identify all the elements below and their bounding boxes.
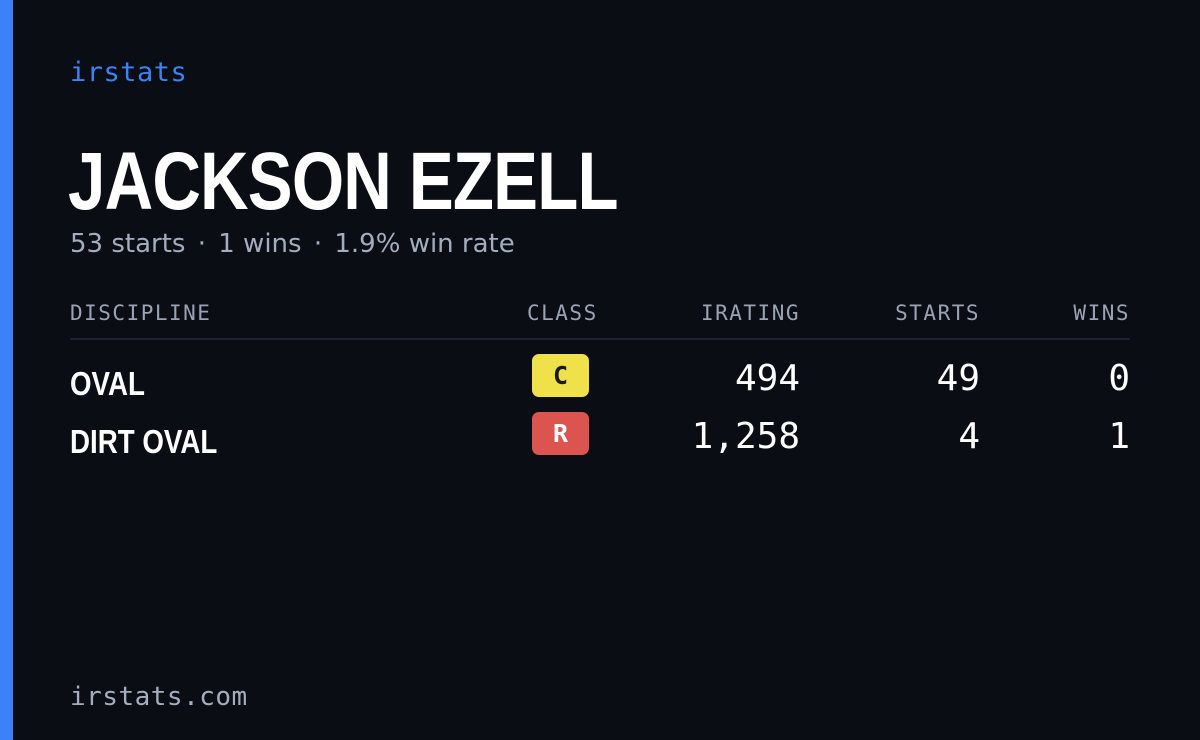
starts-value: 49	[936, 358, 980, 399]
summary-separator: ·	[197, 229, 206, 259]
player-summary: 53 starts · 1 wins · 1.9% win rate	[70, 226, 515, 262]
brand-logo: irstats	[70, 57, 188, 88]
stats-table-header: DISCIPLINE CLASS IRATING STARTS WINS	[70, 298, 1130, 340]
summary-win-rate: 1.9% win rate	[334, 229, 515, 259]
wins-value: 1	[1108, 416, 1130, 457]
header-discipline: DISCIPLINE	[70, 301, 212, 325]
wins-value: 0	[1108, 358, 1130, 399]
class-badge: C	[532, 354, 589, 397]
irating-value: 494	[734, 358, 800, 399]
header-starts: STARTS	[895, 301, 980, 325]
discipline-name: OVAL	[70, 365, 145, 402]
accent-bar	[0, 0, 13, 740]
discipline-name: DIRT OVAL	[70, 423, 218, 460]
table-row: DIRT OVAL R 1,258 4 1	[70, 408, 1130, 464]
irating-value: 1,258	[691, 416, 800, 457]
class-badge: R	[532, 412, 589, 455]
summary-starts: 53 starts	[70, 229, 186, 259]
header-class: CLASS	[527, 301, 598, 325]
starts-value: 4	[958, 416, 980, 457]
player-name: JACKSON EZELL	[68, 136, 619, 227]
summary-wins: 1 wins	[218, 229, 302, 259]
footer-url: irstats.com	[70, 682, 248, 712]
header-irating: IRATING	[700, 301, 800, 325]
summary-separator: ·	[313, 229, 323, 259]
header-wins: WINS	[1073, 301, 1130, 325]
table-row: OVAL C 494 49 0	[70, 350, 1130, 406]
